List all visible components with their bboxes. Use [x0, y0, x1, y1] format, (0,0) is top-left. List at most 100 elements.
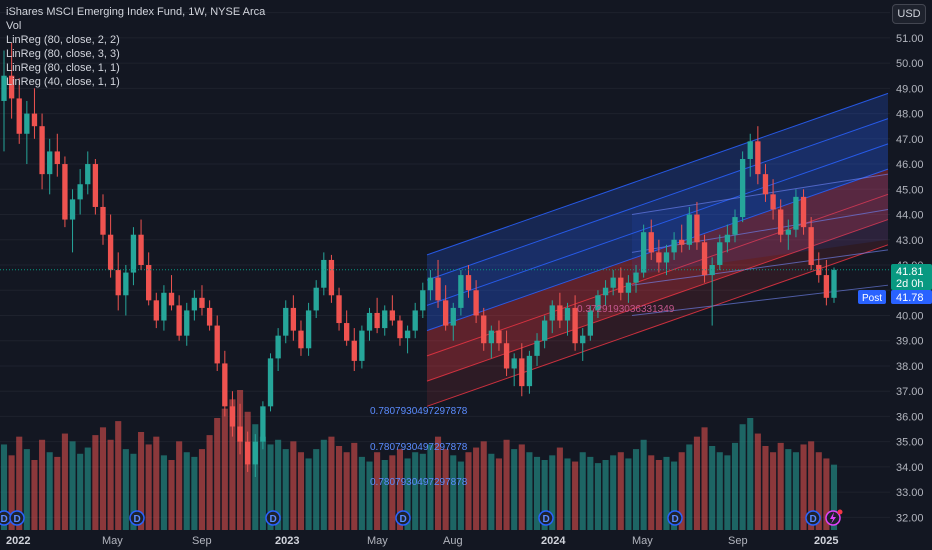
candle	[1, 50, 7, 152]
candle	[762, 164, 769, 202]
candle	[184, 302, 190, 346]
volume-bar	[480, 441, 487, 530]
price-axis-label: 35.00	[896, 437, 924, 449]
dividend-marker[interactable]: D	[9, 510, 25, 526]
volume-bar	[671, 461, 678, 530]
candle	[237, 403, 243, 455]
candle	[412, 302, 418, 339]
candle	[161, 285, 167, 331]
candle	[123, 265, 129, 316]
volume-bar	[724, 455, 731, 530]
volume-bar	[275, 439, 282, 530]
candle	[62, 156, 68, 228]
svg-text:D: D	[400, 514, 407, 525]
candle	[92, 159, 99, 215]
volume-bar	[533, 456, 541, 530]
volume-bar	[160, 455, 167, 530]
candle	[618, 267, 624, 301]
indicator-linreg-3[interactable]: LinReg (80, close, 1, 1)	[6, 62, 120, 74]
candle	[275, 328, 281, 371]
candle	[305, 302, 312, 356]
volume-indicator-label[interactable]: Vol	[6, 20, 22, 32]
indicator-linreg-2[interactable]: LinReg (80, close, 3, 3)	[6, 48, 120, 60]
volume-bars	[0, 390, 838, 530]
candle	[648, 219, 654, 260]
candle	[557, 292, 563, 329]
volume-bar	[168, 460, 175, 530]
price-axis-label: 51.00	[896, 33, 924, 45]
candle	[481, 307, 487, 351]
candle	[290, 295, 297, 341]
volume-bar	[686, 444, 693, 530]
channel-label-dev-2: 0.7807930497297878	[370, 442, 468, 453]
volume-bar	[473, 447, 480, 530]
indicator-linreg-4[interactable]: LinReg (40, close, 1, 1)	[6, 76, 120, 88]
candle	[191, 290, 198, 321]
candle	[366, 307, 373, 341]
volume-bar	[450, 455, 457, 530]
candle	[519, 343, 525, 397]
candle	[374, 297, 380, 334]
volume-bar	[84, 447, 91, 530]
price-axis-label: 39.00	[896, 336, 924, 348]
svg-text:D: D	[810, 514, 817, 525]
volume-bar	[366, 461, 373, 530]
post-label: Post	[862, 293, 882, 304]
volume-bar	[739, 424, 746, 530]
time-axis[interactable]: 2022 May Sep 2023 May Aug 2024 May Sep 2025	[6, 535, 838, 547]
candle	[800, 189, 807, 235]
svg-text:D: D	[134, 514, 141, 525]
channel-label-dev-3: 0.7807930497297878	[370, 477, 468, 488]
dividend-marker[interactable]: D	[395, 510, 411, 526]
candle	[656, 239, 662, 273]
volume-bar	[229, 399, 236, 530]
candle	[488, 325, 495, 359]
candle	[503, 330, 510, 377]
volume-bar	[259, 436, 266, 530]
volume-bar	[770, 452, 777, 530]
price-axis-label: 32.00	[896, 512, 924, 524]
volume-bar	[587, 456, 594, 530]
volume-bar	[747, 418, 754, 530]
dividend-marker[interactable]: D	[265, 510, 281, 526]
volume-bar	[374, 452, 381, 530]
price-axis-label: 50.00	[896, 58, 924, 70]
dividend-marker[interactable]: D	[129, 510, 145, 526]
candle	[267, 353, 274, 412]
volume-bar	[419, 453, 426, 530]
price-axis-label: 48.00	[896, 109, 924, 121]
dividend-marker[interactable]: D	[538, 510, 554, 526]
candle	[16, 78, 22, 144]
symbol-title[interactable]: iShares MSCI Emerging Index Fund, 1W, NY…	[6, 6, 266, 18]
volume-bar	[237, 390, 244, 530]
earnings-marker[interactable]	[825, 510, 841, 526]
svg-text:D: D	[672, 514, 679, 525]
candle	[694, 201, 700, 250]
channel-line	[426, 244, 889, 407]
volume-bar	[823, 458, 830, 530]
volume-bar	[336, 446, 343, 530]
volume-bar	[427, 444, 434, 530]
volume-bar	[465, 452, 472, 530]
candle	[450, 302, 456, 341]
volume-bar	[214, 418, 221, 530]
volume-bar	[754, 433, 761, 530]
price-axis-label: 45.00	[896, 184, 924, 196]
channel-label-mid: 0.3729193036331349	[577, 304, 675, 315]
volume-bar	[412, 452, 419, 530]
candle	[602, 280, 609, 306]
dividend-marker[interactable]: D	[805, 510, 821, 526]
price-axis-label: 47.00	[896, 134, 924, 146]
candle	[298, 320, 304, 356]
channel-labels: 0.7807930497297878 0.7807930497297878 0.…	[370, 304, 675, 488]
indicator-linreg-1[interactable]: LinReg (80, close, 2, 2)	[6, 34, 120, 46]
candle	[47, 138, 53, 195]
volume-bar	[206, 435, 213, 530]
candle	[397, 315, 403, 346]
currency-button[interactable]: USD	[892, 4, 926, 24]
volume-bar	[495, 458, 502, 530]
dividend-marker[interactable]: D	[667, 510, 683, 526]
volume-bar	[290, 441, 297, 530]
